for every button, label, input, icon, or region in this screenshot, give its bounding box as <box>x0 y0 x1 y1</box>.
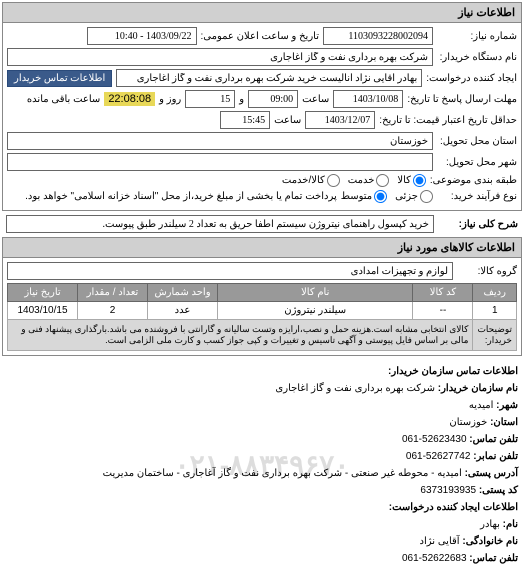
cat-mixed-radio[interactable]: کالا/خدمت <box>282 174 340 187</box>
validity-time-input[interactable] <box>220 111 270 129</box>
c-family-label: نام خانوادگی: <box>462 536 518 547</box>
c-city-label: شهر: <box>496 400 518 411</box>
creator-section-label: اطلاعات ایجاد کننده درخواست: <box>389 502 518 513</box>
category-label: طبقه بندی موضوعی: <box>430 175 517 186</box>
c-phone-label: تلفن تماس: <box>469 434 518 445</box>
org-input[interactable] <box>7 48 433 66</box>
group-label: گروه کالا: <box>457 266 517 277</box>
c-city: امیدیه <box>469 400 494 411</box>
c-creator-phone: 52622683-061 <box>402 553 467 564</box>
col-unit: واحد شمارش <box>148 284 218 302</box>
remaining-label: ساعت باقی مانده <box>27 94 100 105</box>
c-province: خوزستان <box>449 417 487 428</box>
c-address-label: آدرس پستی: <box>465 468 518 479</box>
c-postal: 6373193935 <box>420 485 476 496</box>
panel-title: اطلاعات نیاز <box>3 3 521 23</box>
table-header-row: ردیف کد کالا نام کالا واحد شمارش تعداد /… <box>8 284 517 302</box>
announce-input[interactable] <box>87 27 197 45</box>
validity-date-input[interactable] <box>305 111 375 129</box>
and-label: و <box>239 94 244 105</box>
table-row: 1 -- سیلندر نیتروژن عدد 2 1403/10/15 <box>8 302 517 320</box>
announce-label: تاریخ و ساعت اعلان عمومی: <box>201 31 320 42</box>
creator-label: ایجاد کننده درخواست: <box>426 73 517 84</box>
send-time-input[interactable] <box>248 90 298 108</box>
c-fax-label: تلفن نمابر: <box>473 451 518 462</box>
desc-text-cell: کالای انتخابی مشابه است.هزینه حمل و نصب،… <box>8 320 473 351</box>
process-note: پرداخت تمام یا بخشی از مبلغ خرید،از محل … <box>7 191 337 202</box>
process-jozi-radio[interactable]: جزئی <box>395 190 433 203</box>
need-title-label: شرح کلی نیاز: <box>438 219 518 230</box>
remaining-time: 22:08:08 <box>104 92 155 106</box>
c-phone: 52623430-061 <box>402 434 467 445</box>
c-name-label: نام: <box>503 519 518 530</box>
desc-row: توضیحات خریدار: کالای انتخابی مشابه است.… <box>8 320 517 351</box>
cat-service-radio[interactable]: خدمت <box>348 174 390 187</box>
time-label-2: ساعت <box>274 115 301 126</box>
col-code: کد کالا <box>413 284 473 302</box>
contact-buyer-button[interactable]: اطلاعات تماس خریدار <box>7 70 112 87</box>
contact-title: اطلاعات تماس سازمان خریدار: <box>388 366 518 377</box>
c-address: امیدیه - محوطه غیر صنعتی - شرکت بهره برد… <box>103 468 462 479</box>
send-date-input[interactable] <box>333 90 403 108</box>
day-label: روز و <box>159 94 181 105</box>
items-title: اطلاعات کالاهای مورد نیاز <box>3 238 521 258</box>
province-label: استان محل تحویل: <box>437 136 517 147</box>
desc-label-cell: توضیحات خریدار: <box>473 320 517 351</box>
need-number-label: شماره نیاز: <box>437 31 517 42</box>
c-org-label: نام سازمان خریدار: <box>438 383 518 394</box>
process-label: نوع فرآیند خرید: <box>437 191 517 202</box>
c-org: شرکت بهره برداری نفت و گاز اغاجاری <box>275 383 435 394</box>
c-name: بهادر <box>480 519 500 530</box>
need-number-input[interactable] <box>323 27 433 45</box>
days-input[interactable] <box>185 90 235 108</box>
org-label: نام دستگاه خریدار: <box>437 52 517 63</box>
c-creator-phone-label: تلفن تماس: <box>469 553 518 564</box>
c-family: آقایی نژاد <box>420 536 460 547</box>
creator-input[interactable] <box>116 69 422 87</box>
col-date: تاریخ نیاز <box>8 284 78 302</box>
c-province-label: استان: <box>490 417 518 428</box>
cat-goods-radio[interactable]: کالا <box>397 174 426 187</box>
items-table: ردیف کد کالا نام کالا واحد شمارش تعداد /… <box>7 283 517 351</box>
time-label-1: ساعت <box>302 94 329 105</box>
city-input[interactable] <box>7 153 433 171</box>
cell-qty: 2 <box>78 302 148 320</box>
col-name: نام کالا <box>218 284 413 302</box>
cell-name: سیلندر نیتروژن <box>218 302 413 320</box>
group-input[interactable] <box>7 262 453 280</box>
cell-code: -- <box>413 302 473 320</box>
need-title-input[interactable] <box>6 215 434 233</box>
contact-section: ۰۲۱-۸۸۳۴۹۶۷۰ اطلاعات تماس سازمان خریدار:… <box>0 358 524 574</box>
cell-row: 1 <box>473 302 517 320</box>
process-metoosat-radio[interactable]: متوسط <box>341 190 387 203</box>
send-deadline-label: مهلت ارسال پاسخ تا تاریخ: <box>407 94 517 105</box>
category-radio-group: کالا خدمت کالا/خدمت <box>282 174 426 187</box>
cell-date: 1403/10/15 <box>8 302 78 320</box>
col-row: ردیف <box>473 284 517 302</box>
cell-unit: عدد <box>148 302 218 320</box>
c-postal-label: کد پستی: <box>479 485 518 496</box>
col-qty: تعداد / مقدار <box>78 284 148 302</box>
validity-label: حداقل تاریخ اعتبار قیمت: تا تاریخ: <box>379 115 517 126</box>
process-radio-group: جزئی متوسط <box>341 190 433 203</box>
items-panel: اطلاعات کالاهای مورد نیاز گروه کالا: ردی… <box>2 237 522 356</box>
province-input[interactable] <box>7 132 433 150</box>
city-label: شهر محل تحویل: <box>437 157 517 168</box>
need-info-panel: اطلاعات نیاز شماره نیاز: تاریخ و ساعت اع… <box>2 2 522 211</box>
c-fax: 52627742-061 <box>406 451 471 462</box>
